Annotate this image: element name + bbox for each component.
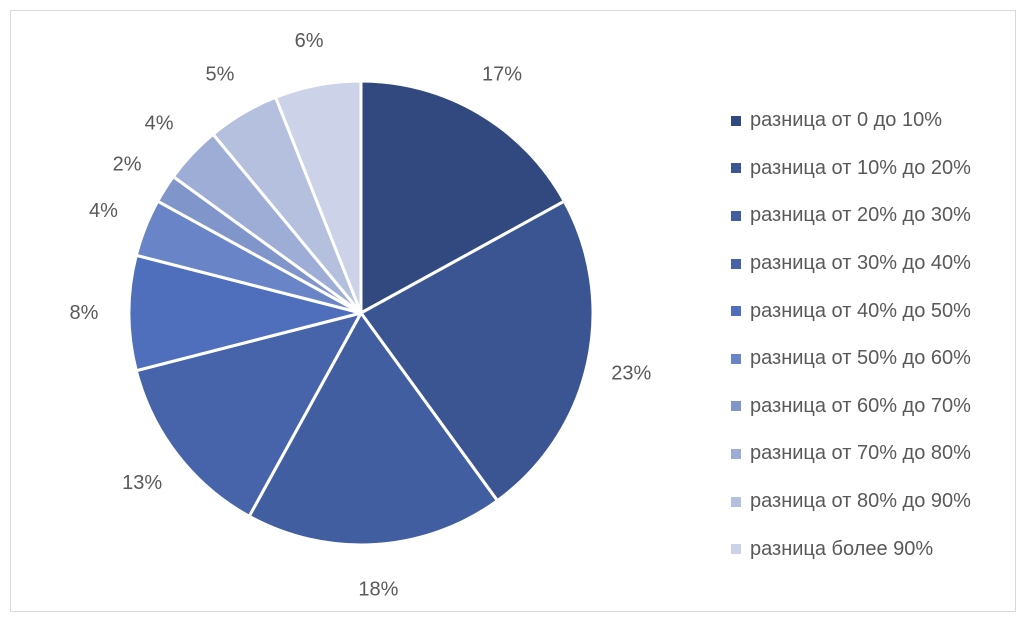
data-label-5: 8% [70, 302, 99, 324]
legend-item-8: разница от 70% до 80% [731, 430, 1021, 478]
data-label-10: 6% [295, 30, 324, 52]
pie-slice-3 [247, 311, 499, 547]
legend-item-2: разница от 10% до 20% [731, 145, 1021, 193]
legend-item-6: разница от 50% до 60% [731, 335, 1021, 383]
chart-area: 17% 23% 18% 13% 8% 4% 2% 4% 5% 6% разница от 0 до… [10, 10, 1016, 612]
pie-slice-4 [134, 311, 363, 518]
data-label-6: 4% [89, 200, 118, 222]
legend-swatch [731, 448, 741, 459]
legend-label: разница от 30% до 40% [750, 252, 971, 275]
legend-swatch [731, 210, 741, 221]
legend-label: разница от 40% до 50% [750, 299, 971, 322]
data-label-2: 23% [611, 362, 651, 384]
legend-swatch [731, 306, 741, 317]
legend-label: разница от 10% до 20% [750, 156, 971, 179]
pie-slice-1 [359, 79, 566, 315]
legend-item-9: разница от 80% до 90% [731, 478, 1021, 526]
data-label-8: 4% [145, 112, 174, 134]
data-label-1: 17% [482, 64, 522, 86]
pie-chart: 17%23%18%13%8%4%2%4%5%6% [70, 30, 652, 601]
legend-swatch [731, 401, 741, 412]
legend-swatch [731, 353, 741, 364]
legend-label: разница от 0 до 10% [750, 109, 943, 132]
legend-item-4: разница от 30% до 40% [731, 240, 1021, 288]
pie-slice-2 [359, 199, 595, 503]
data-label-9: 5% [206, 64, 235, 86]
data-label-4: 13% [122, 472, 162, 494]
legend-label: разница от 70% до 80% [750, 442, 971, 465]
legend-label: разница от 50% до 60% [750, 347, 971, 370]
legend-swatch [731, 163, 741, 174]
legend-swatch [731, 258, 741, 269]
legend-label: разница от 20% до 30% [750, 204, 971, 227]
legend-label: разница от 80% до 90% [750, 490, 971, 513]
legend-item-3: разница от 20% до 30% [731, 192, 1021, 240]
legend-label: разница от 60% до 70% [750, 394, 971, 417]
legend-item-7: разница от 60% до 70% [731, 383, 1021, 431]
legend-swatch [731, 496, 741, 507]
legend-item-1: разница от 0 до 10% [731, 97, 1021, 145]
data-label-7: 2% [113, 154, 142, 176]
pie-slice-10 [274, 79, 363, 315]
pie-slice-5 [127, 253, 363, 373]
chart-legend: разница от 0 до 10% разница от 10% до 20%… [731, 97, 1021, 573]
legend-swatch [731, 115, 741, 126]
legend-item-10: разница более 90% [731, 525, 1021, 573]
legend-label: разница более 90% [750, 537, 934, 560]
legend-swatch [731, 544, 741, 555]
legend-item-5: разница от 40% до 50% [731, 287, 1021, 335]
data-label-3: 18% [358, 579, 398, 601]
